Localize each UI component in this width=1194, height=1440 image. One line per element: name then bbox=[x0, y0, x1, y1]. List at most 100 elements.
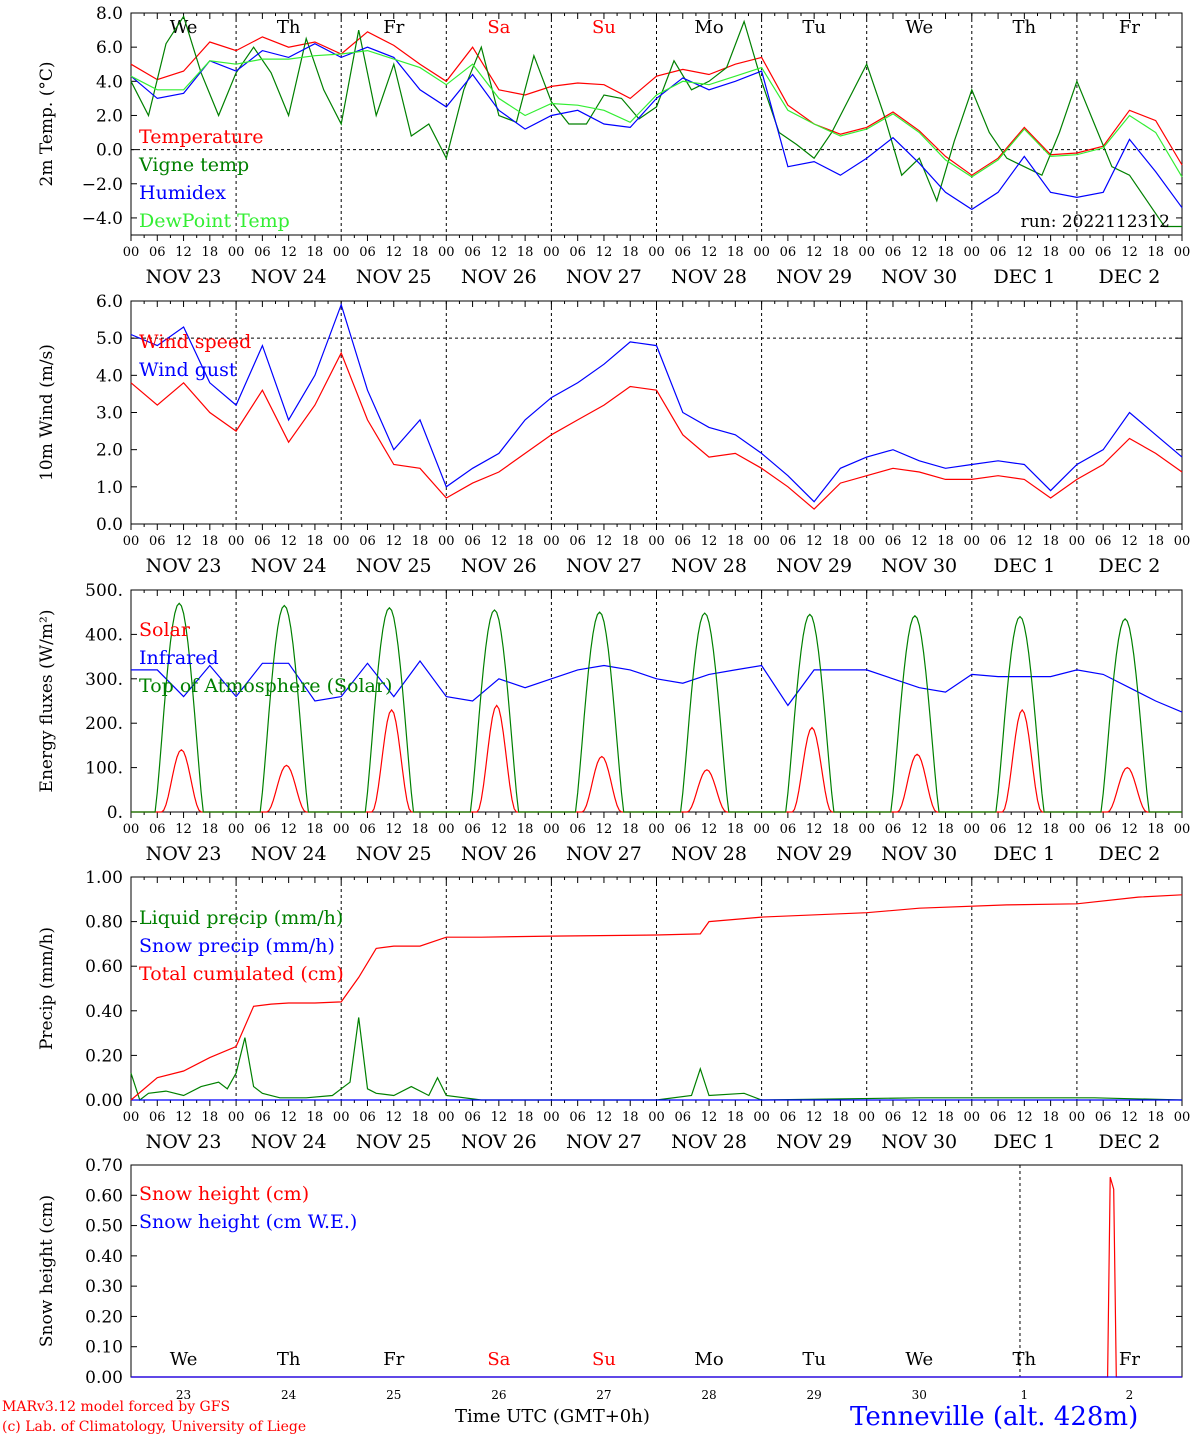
y-tick-label: 1.00 bbox=[85, 868, 123, 888]
hour-label: 18 bbox=[412, 822, 429, 837]
y-tick-label: 0.70 bbox=[85, 1156, 123, 1176]
date-label: NOV 23 bbox=[146, 1131, 222, 1153]
date-label: DEC 2 bbox=[1099, 266, 1161, 288]
hour-label: 00 bbox=[333, 822, 350, 837]
date-label: NOV 25 bbox=[356, 266, 432, 288]
hour-label: 12 bbox=[911, 822, 928, 837]
hour-label: 12 bbox=[701, 1110, 718, 1125]
hour-label: 12 bbox=[175, 1110, 192, 1125]
date-label: NOV 29 bbox=[776, 555, 852, 577]
hour-label: 18 bbox=[1147, 1110, 1164, 1125]
hour-label: 18 bbox=[307, 1110, 324, 1125]
hour-label: 18 bbox=[937, 245, 954, 260]
hour-label: 00 bbox=[1174, 245, 1191, 260]
y-axis-title: Energy fluxes (W/m²) bbox=[37, 610, 57, 793]
date-label: NOV 28 bbox=[671, 555, 747, 577]
hour-label: 12 bbox=[385, 1110, 402, 1125]
date-label: DEC 1 bbox=[993, 1131, 1055, 1153]
weekday-label: Fr bbox=[383, 17, 404, 38]
hour-label: 00 bbox=[438, 534, 455, 549]
hour-label: 00 bbox=[543, 1110, 560, 1125]
hour-label: 06 bbox=[780, 1110, 797, 1125]
hour-label: 06 bbox=[464, 1110, 481, 1125]
y-tick-label: −2.0 bbox=[82, 175, 123, 195]
hour-label: 06 bbox=[569, 822, 586, 837]
hour-label: 18 bbox=[202, 245, 219, 260]
weekday-label: Th bbox=[277, 1349, 301, 1370]
day-number: 1 bbox=[1021, 1388, 1029, 1402]
y-tick-label: 0.80 bbox=[85, 913, 123, 933]
day-number: 29 bbox=[807, 1388, 822, 1402]
hour-label: 18 bbox=[832, 1110, 849, 1125]
date-label: DEC 2 bbox=[1099, 843, 1161, 865]
hour-label: 12 bbox=[1121, 534, 1138, 549]
hour-label: 06 bbox=[359, 534, 376, 549]
date-label: NOV 28 bbox=[671, 266, 747, 288]
hour-label: 12 bbox=[596, 534, 613, 549]
date-label: NOV 25 bbox=[356, 843, 432, 865]
y-tick-label: 0. bbox=[107, 803, 123, 823]
hour-label: 12 bbox=[701, 822, 718, 837]
hour-label: 12 bbox=[385, 245, 402, 260]
day-number: 30 bbox=[912, 1388, 927, 1402]
hour-label: 06 bbox=[1095, 245, 1112, 260]
hour-label: 06 bbox=[675, 534, 692, 549]
hour-label: 00 bbox=[753, 1110, 770, 1125]
y-tick-label: 4.0 bbox=[96, 72, 123, 92]
hour-label: 12 bbox=[491, 1110, 508, 1125]
legend-entry: Snow height (cm) bbox=[139, 1183, 309, 1205]
y-tick-label: 0.40 bbox=[85, 1247, 123, 1267]
hour-label: 00 bbox=[1069, 245, 1086, 260]
series-snow-height-cm bbox=[131, 1176, 1182, 1378]
hour-label: 06 bbox=[149, 245, 166, 260]
hour-label: 12 bbox=[385, 822, 402, 837]
y-tick-label: 0.00 bbox=[85, 1091, 123, 1111]
panel-2-frame bbox=[130, 300, 1183, 525]
day-number: 28 bbox=[701, 1388, 716, 1402]
hour-label: 18 bbox=[517, 534, 534, 549]
hour-label: 06 bbox=[885, 534, 902, 549]
hour-label: 06 bbox=[885, 245, 902, 260]
weekday-label: We bbox=[170, 1349, 198, 1370]
weekday-label: Su bbox=[592, 17, 616, 38]
hour-label: 12 bbox=[806, 1110, 823, 1125]
y-tick-label: 0.40 bbox=[85, 1002, 123, 1022]
date-label: NOV 24 bbox=[251, 1131, 327, 1153]
date-label: DEC 1 bbox=[993, 555, 1055, 577]
weekday-label: We bbox=[905, 1349, 933, 1370]
y-tick-label: 2.0 bbox=[96, 441, 123, 461]
hour-label: 06 bbox=[1095, 534, 1112, 549]
weekday-label: Su bbox=[592, 1349, 616, 1370]
y-tick-label: 6.0 bbox=[96, 292, 123, 312]
series-wind-gust bbox=[130, 302, 1183, 503]
hour-label: 00 bbox=[228, 245, 245, 260]
hour-label: 00 bbox=[438, 1110, 455, 1125]
hour-label: 06 bbox=[885, 1110, 902, 1125]
date-label: NOV 24 bbox=[251, 555, 327, 577]
weekday-label: We bbox=[170, 17, 198, 38]
y-tick-label: 5.0 bbox=[96, 329, 123, 349]
hour-label: 18 bbox=[832, 245, 849, 260]
hour-label: 00 bbox=[964, 1110, 981, 1125]
y-tick-label: 0.20 bbox=[85, 1307, 123, 1327]
hour-label: 18 bbox=[412, 534, 429, 549]
hour-label: 18 bbox=[307, 245, 324, 260]
date-label: NOV 26 bbox=[461, 266, 537, 288]
hour-label: 12 bbox=[1016, 534, 1033, 549]
hour-label: 00 bbox=[858, 245, 875, 260]
y-tick-label: 0.0 bbox=[96, 141, 123, 161]
y-axis-title: 10m Wind (m/s) bbox=[37, 344, 57, 481]
hour-label: 00 bbox=[1069, 1110, 1086, 1125]
hour-label: 00 bbox=[543, 245, 560, 260]
hour-label: 06 bbox=[149, 822, 166, 837]
weekday-label: Th bbox=[1013, 17, 1037, 38]
y-tick-label: 1.0 bbox=[96, 478, 123, 498]
y-tick-label: 0.0 bbox=[96, 515, 123, 535]
date-label: NOV 29 bbox=[776, 1131, 852, 1153]
hour-label: 12 bbox=[1121, 822, 1138, 837]
hour-label: 12 bbox=[596, 245, 613, 260]
hour-label: 18 bbox=[307, 822, 324, 837]
hour-label: 06 bbox=[990, 245, 1007, 260]
hour-label: 18 bbox=[1042, 245, 1059, 260]
legend-entry: DewPoint Temp bbox=[139, 210, 290, 232]
